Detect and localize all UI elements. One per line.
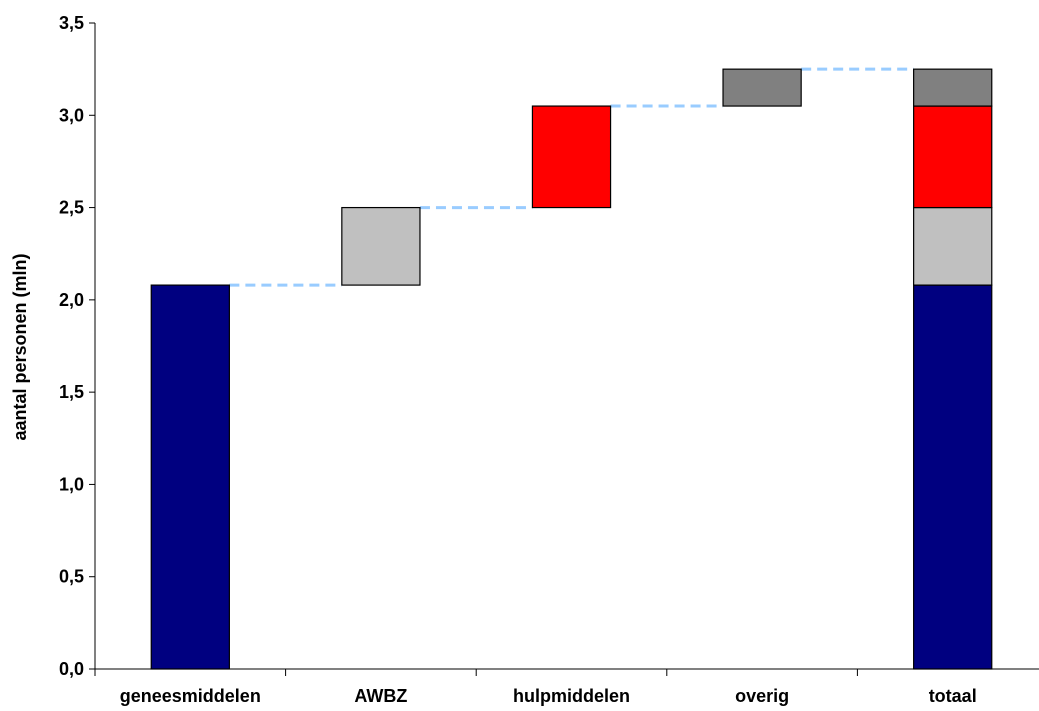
bar-totaal-overig [913, 68, 993, 107]
y-tick-label: 2,0 [59, 290, 84, 310]
y-tick-label: 2,5 [59, 198, 84, 218]
x-tick-label-totaal: totaal [929, 686, 977, 706]
y-tick-label: 0,5 [59, 567, 84, 587]
y-tick-label: 1,5 [59, 382, 84, 402]
bar-overig-overig [722, 68, 802, 107]
y-tick-label: 3,0 [59, 105, 84, 125]
axes [89, 22, 1039, 676]
bar-AWBZ-AWBZ [341, 206, 421, 286]
y-tick-label: 1,0 [59, 474, 84, 494]
bar-totaal-hulpmiddelen [913, 105, 993, 209]
y-tick-labels: 0,0 0,5 1,0 1,5 2,0 2,5 3,0 3,5 [59, 13, 84, 679]
bars [150, 68, 993, 670]
bar-totaal-AWBZ [913, 206, 993, 286]
y-tick-label: 3,5 [59, 13, 84, 33]
x-tick-labels: geneesmiddelen AWBZ hulpmiddelen overig tota… [120, 686, 977, 706]
y-tick-label: 0,0 [59, 659, 84, 679]
x-tick-label-overig: overig [735, 686, 789, 706]
connector-lines [229, 67, 914, 287]
x-tick-label-AWBZ: AWBZ [354, 686, 407, 706]
x-tick-label-hulpmiddelen: hulpmiddelen [513, 686, 630, 706]
x-tick-label-geneesmiddelen: geneesmiddelen [120, 686, 261, 706]
bar-geneesmiddelen-geneesmiddelen [150, 284, 230, 670]
bar-totaal-geneesmiddelen [913, 284, 993, 670]
bar-hulpmiddelen-hulpmiddelen [531, 105, 612, 209]
y-axis-title: aantal personen (mln) [10, 253, 30, 440]
